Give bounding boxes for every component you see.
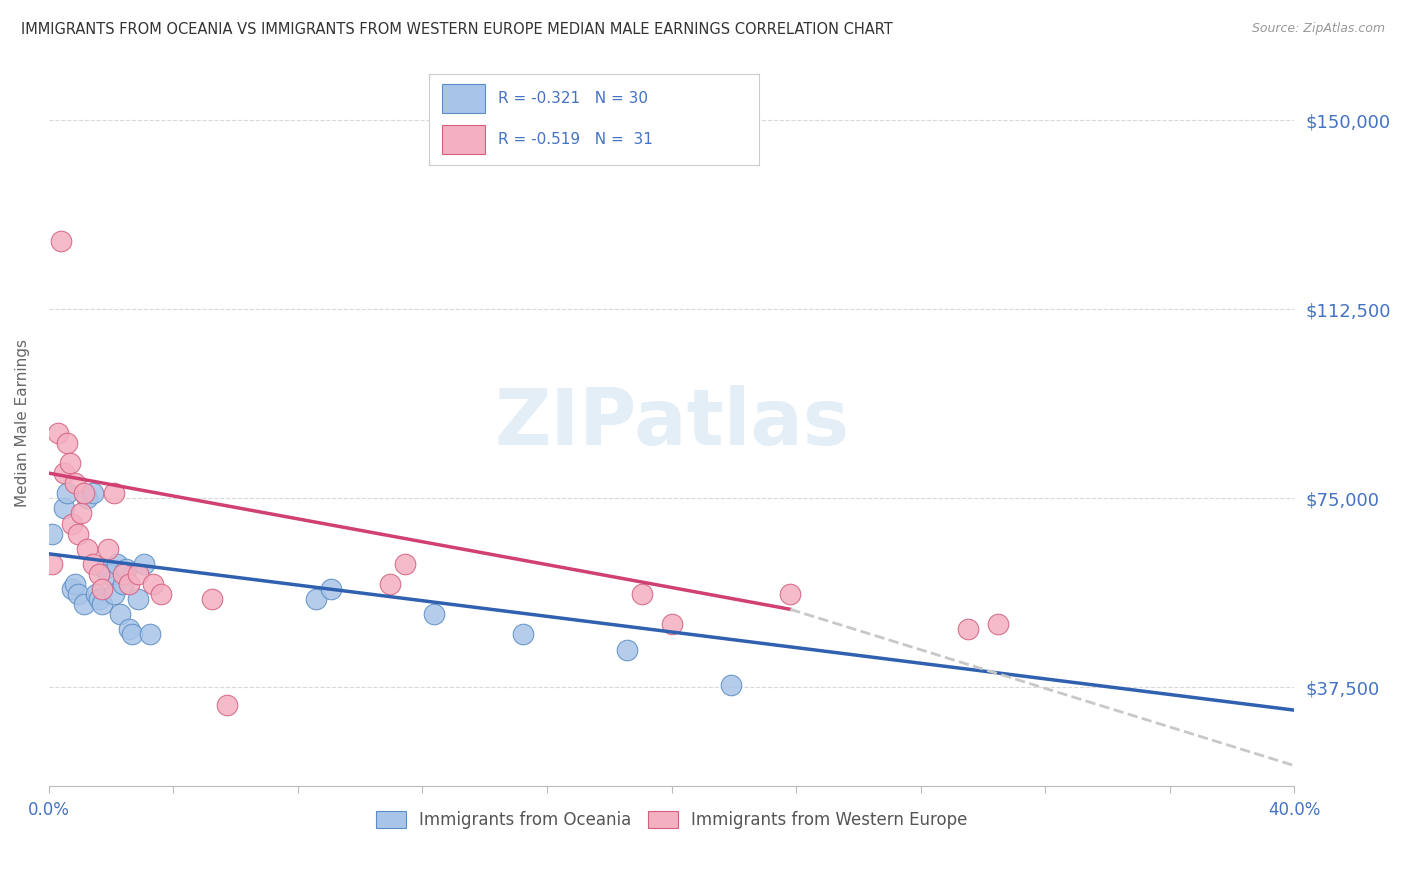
Point xyxy=(46,425,69,440)
Point xyxy=(76,491,98,506)
Point xyxy=(305,592,328,607)
Point xyxy=(103,587,125,601)
Point xyxy=(111,566,134,581)
Point xyxy=(631,587,654,601)
Point xyxy=(720,678,742,692)
Point xyxy=(52,466,75,480)
Point xyxy=(661,617,683,632)
Point xyxy=(423,607,446,622)
Point xyxy=(127,566,149,581)
Point xyxy=(150,587,173,601)
Point xyxy=(73,486,96,500)
Point xyxy=(76,541,98,556)
Point xyxy=(138,627,160,641)
Point xyxy=(987,617,1010,632)
Point xyxy=(132,557,155,571)
Point xyxy=(55,435,77,450)
Point xyxy=(62,516,84,531)
Point xyxy=(111,577,134,591)
Point xyxy=(142,577,165,591)
Point xyxy=(215,698,238,712)
Point xyxy=(118,577,141,591)
Point xyxy=(957,623,980,637)
Point xyxy=(84,587,107,601)
Point xyxy=(91,582,114,596)
Point xyxy=(89,592,111,607)
Point xyxy=(89,566,111,581)
Point xyxy=(108,607,131,622)
Point xyxy=(97,566,120,581)
Text: Source: ZipAtlas.com: Source: ZipAtlas.com xyxy=(1251,22,1385,36)
Point xyxy=(73,597,96,611)
Point xyxy=(115,562,138,576)
Point xyxy=(67,526,90,541)
Point xyxy=(67,587,90,601)
Text: IMMIGRANTS FROM OCEANIA VS IMMIGRANTS FROM WESTERN EUROPE MEDIAN MALE EARNINGS C: IMMIGRANTS FROM OCEANIA VS IMMIGRANTS FR… xyxy=(21,22,893,37)
Point xyxy=(41,557,63,571)
Point xyxy=(65,476,87,491)
Point xyxy=(97,541,120,556)
Text: ZIPatlas: ZIPatlas xyxy=(494,384,849,460)
Point xyxy=(70,507,93,521)
Point xyxy=(82,557,104,571)
Point xyxy=(779,587,801,601)
Point xyxy=(319,582,342,596)
Point xyxy=(394,557,416,571)
Point xyxy=(94,562,117,576)
Point xyxy=(512,627,534,641)
Point xyxy=(201,592,224,607)
Point xyxy=(91,597,114,611)
Point xyxy=(616,642,638,657)
Point xyxy=(52,501,75,516)
Y-axis label: Median Male Earnings: Median Male Earnings xyxy=(15,339,30,507)
Point xyxy=(127,592,149,607)
Point xyxy=(103,486,125,500)
Legend: Immigrants from Oceania, Immigrants from Western Europe: Immigrants from Oceania, Immigrants from… xyxy=(368,804,974,836)
Point xyxy=(41,526,63,541)
Point xyxy=(378,577,401,591)
Point xyxy=(62,582,84,596)
Point xyxy=(55,486,77,500)
Point xyxy=(65,577,87,591)
Point xyxy=(121,627,143,641)
Point xyxy=(118,623,141,637)
Point xyxy=(58,456,80,470)
Point xyxy=(105,557,128,571)
Point xyxy=(82,486,104,500)
Point xyxy=(49,234,72,248)
